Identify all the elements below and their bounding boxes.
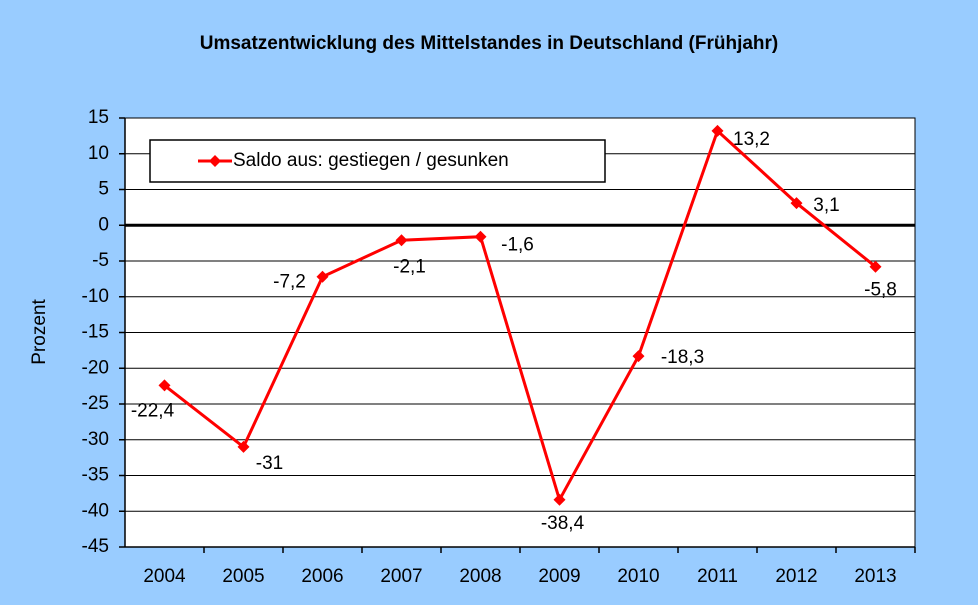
x-tick-label: 2006 [301,566,343,587]
data-point [869,260,882,273]
x-tick-label: 2012 [775,566,817,587]
x-tick-label: 2007 [380,566,422,587]
data-label: -22,4 [131,400,175,421]
data-point [158,379,171,392]
y-tick-label: -30 [82,429,109,450]
y-tick-label: 10 [88,143,109,164]
y-tick-label: 5 [98,179,109,200]
y-tick-label: -40 [82,500,109,521]
y-axis-label: Prozent [29,299,50,365]
data-label: -5,8 [864,280,897,301]
y-tick-label: -20 [82,357,109,378]
y-tick-label: -25 [82,393,109,414]
x-tick-label: 2009 [538,566,580,587]
data-label: 13,2 [733,129,770,150]
data-label: -2,1 [393,256,426,277]
y-tick-label: 15 [88,107,109,128]
data-label: -38,4 [541,513,585,534]
data-point [553,493,566,506]
data-label: -18,3 [661,347,704,368]
chart-title: Umsatzentwicklung des Mittelstandes in D… [200,33,779,54]
y-tick-label: -15 [82,322,109,343]
data-point [711,124,724,137]
series-line [163,128,877,504]
x-tick-label: 2010 [617,566,659,587]
y-tick-label: -35 [82,465,109,486]
legend-marker [209,155,221,167]
data-point [316,270,329,283]
x-tick-label: 2004 [143,566,186,587]
data-point [395,234,408,247]
x-tick-label: 2011 [697,566,738,587]
x-tick-label: 2013 [854,566,896,587]
y-tick-label: -10 [82,286,109,307]
y-tick-label: 0 [98,214,109,235]
data-label: -1,6 [501,235,534,256]
data-label: -31 [256,453,283,474]
data-point [474,230,487,243]
y-tick-label: -5 [92,250,109,271]
data-label: -7,2 [273,272,306,293]
data-point [790,197,803,210]
data-point [237,440,250,453]
data-point [632,350,645,363]
y-tick-label: -45 [82,536,109,557]
x-tick-label: 2008 [459,566,501,587]
legend-label: Saldo aus: gestiegen / gesunken [233,150,509,171]
x-tick-label: 2005 [222,566,264,587]
data-label: 3,1 [813,195,839,216]
